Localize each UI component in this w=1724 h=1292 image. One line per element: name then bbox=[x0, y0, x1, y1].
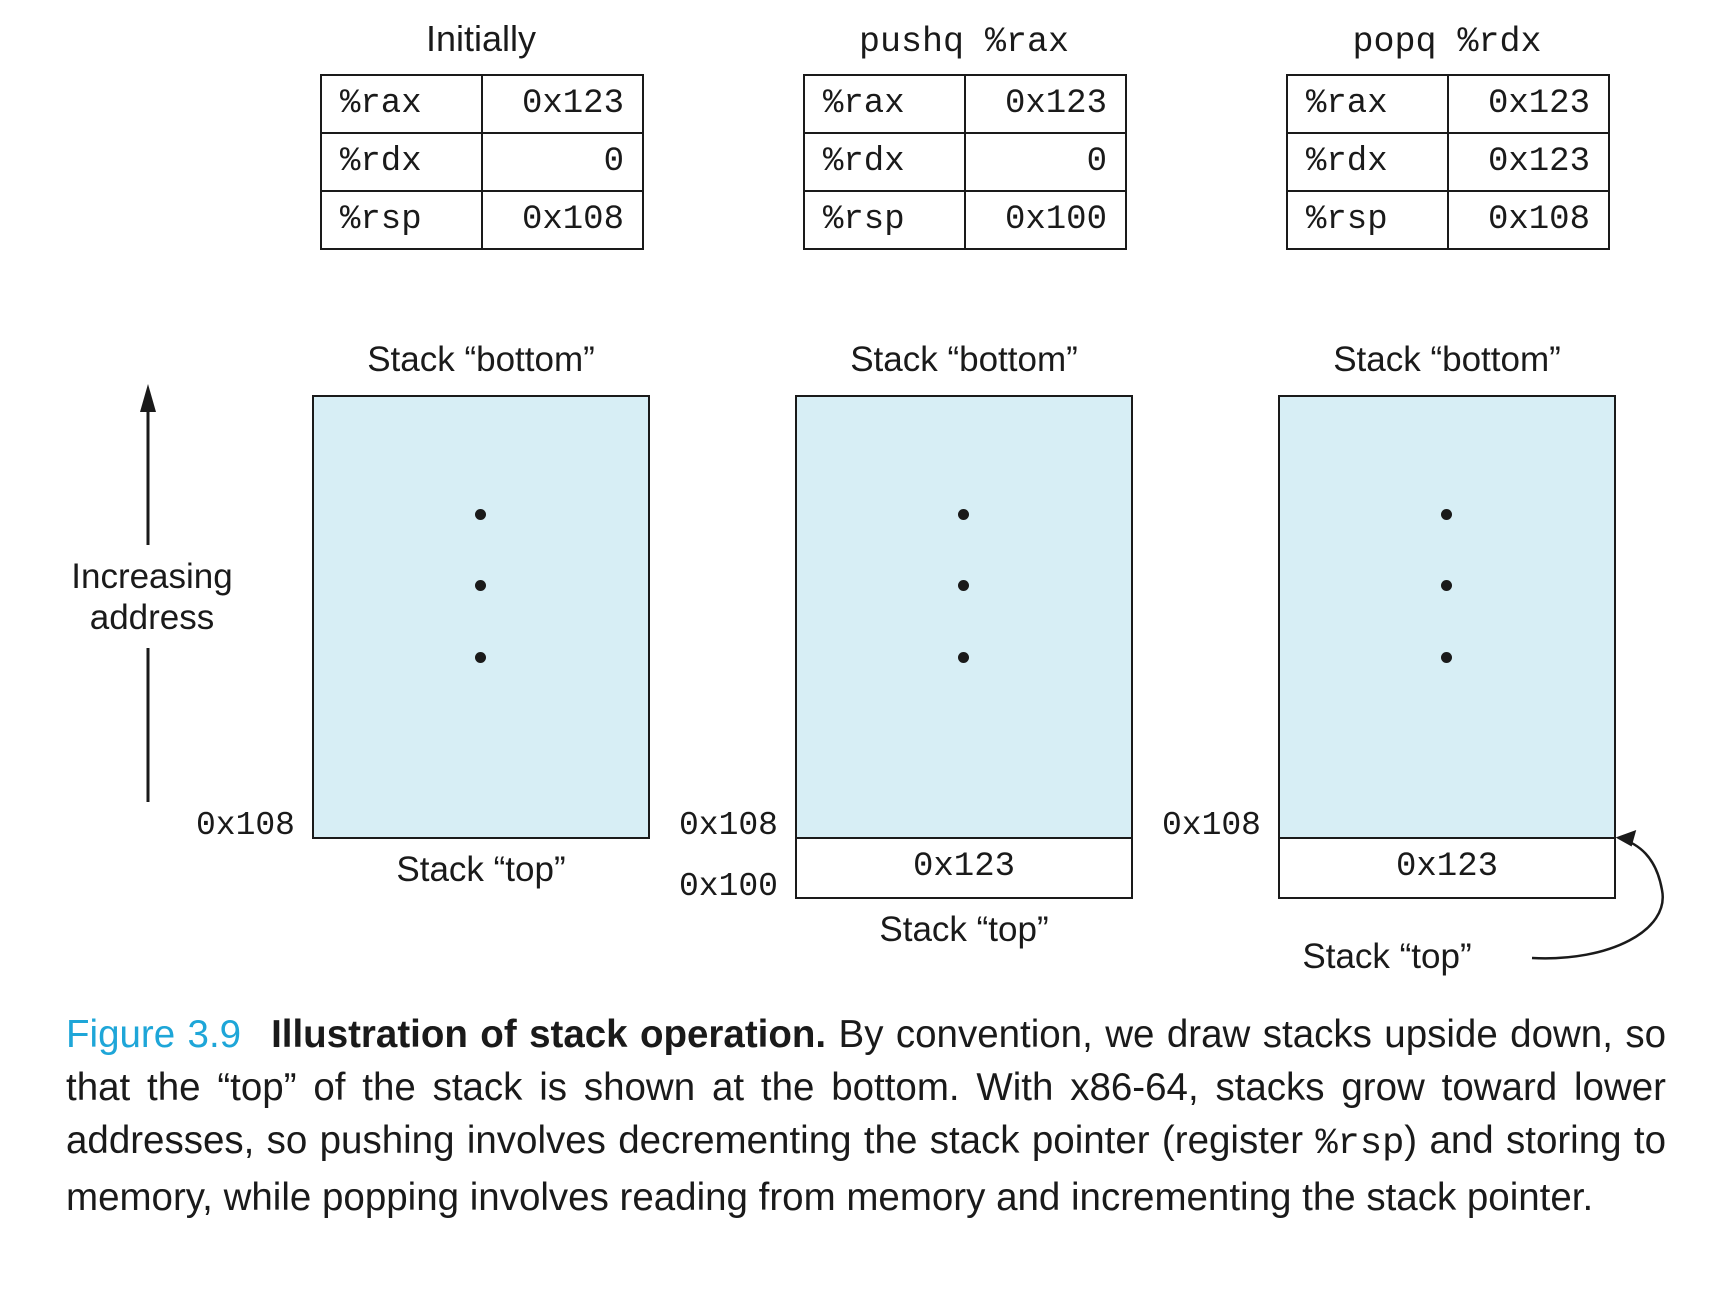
register-table: %rax 0x123 %rdx 0 %rsp 0x108 bbox=[320, 74, 644, 250]
ellipsis-dot bbox=[1441, 580, 1452, 591]
panel-title: Initially bbox=[425, 18, 537, 59]
register-table: %rax 0x123 %rdx 0 %rsp 0x100 bbox=[803, 74, 1127, 250]
register-value: 0x108 bbox=[481, 190, 644, 250]
register-name: %rsp bbox=[320, 190, 483, 250]
caption-text: By convention, we draw stacks upside dow… bbox=[66, 1013, 1666, 1162]
register-name: %rax bbox=[320, 74, 483, 134]
register-value: 0 bbox=[481, 132, 644, 192]
stack-top-pointer-arrow bbox=[1531, 829, 1664, 960]
ellipsis-dot bbox=[475, 580, 486, 591]
ellipsis-dot bbox=[1441, 509, 1452, 520]
ellipsis-dot bbox=[1441, 652, 1452, 663]
register-name: %rax bbox=[1286, 74, 1449, 134]
stack-bottom-label: Stack “bottom” bbox=[367, 340, 595, 379]
ellipsis-dot bbox=[958, 652, 969, 663]
stack-bottom-label: Stack “bottom” bbox=[1333, 340, 1561, 379]
address-label: 0x108 bbox=[195, 807, 295, 844]
figure-caption: Figure 3.9 Illustration of stack operatio… bbox=[66, 1008, 1666, 1224]
register-row: %rdx 0 bbox=[320, 132, 644, 192]
register-table: %rax 0x123 %rdx 0x123 %rsp 0x108 bbox=[1286, 74, 1610, 250]
stack-memory-region bbox=[1278, 395, 1616, 839]
address-label: 0x108 bbox=[678, 807, 778, 844]
register-row: %rdx 0 bbox=[803, 132, 1127, 192]
register-name: %rdx bbox=[1286, 132, 1449, 192]
register-value: 0x123 bbox=[481, 74, 644, 134]
ellipsis-dot bbox=[475, 509, 486, 520]
register-value: 0x100 bbox=[964, 190, 1127, 250]
stack-memory-region bbox=[795, 395, 1133, 839]
stack-slot: 0x123 bbox=[795, 837, 1133, 899]
axis-label: Increasing address bbox=[52, 556, 252, 638]
register-row: %rsp 0x108 bbox=[320, 190, 644, 250]
panel-title: pushq %rax bbox=[858, 22, 1070, 62]
caption-code: %rsp bbox=[1315, 1123, 1405, 1165]
panel-title: popq %rdx bbox=[1352, 22, 1542, 62]
register-name: %rax bbox=[803, 74, 966, 134]
register-row: %rsp 0x100 bbox=[803, 190, 1127, 250]
register-name: %rsp bbox=[803, 190, 966, 250]
stack-memory-region bbox=[312, 395, 650, 839]
register-row: %rax 0x123 bbox=[803, 74, 1127, 134]
register-name: %rdx bbox=[803, 132, 966, 192]
caption-lead: Illustration of stack operation. bbox=[271, 1013, 827, 1056]
register-value: 0x123 bbox=[1447, 132, 1610, 192]
axis-label-line1: Increasing bbox=[71, 557, 233, 596]
register-value: 0 bbox=[964, 132, 1127, 192]
register-row: %rdx 0x123 bbox=[1286, 132, 1610, 192]
register-name: %rdx bbox=[320, 132, 483, 192]
stack-bottom-label: Stack “bottom” bbox=[850, 340, 1078, 379]
register-row: %rax 0x123 bbox=[1286, 74, 1610, 134]
ellipsis-dot bbox=[958, 580, 969, 591]
stack-top-label: Stack “top” bbox=[396, 850, 566, 889]
stack-top-label: Stack “top” bbox=[879, 910, 1049, 949]
ellipsis-dot bbox=[958, 509, 969, 520]
address-label: 0x100 bbox=[678, 868, 778, 905]
register-row: %rsp 0x108 bbox=[1286, 190, 1610, 250]
register-value: 0x108 bbox=[1447, 190, 1610, 250]
figure-number: Figure 3.9 bbox=[66, 1013, 242, 1056]
register-value: 0x123 bbox=[1447, 74, 1610, 134]
caption-text: ) and storing to memory, while popping i… bbox=[66, 1119, 1666, 1219]
ellipsis-dot bbox=[475, 652, 486, 663]
register-value: 0x123 bbox=[964, 74, 1127, 134]
increasing-address-arrow bbox=[140, 384, 156, 802]
address-label: 0x108 bbox=[1161, 807, 1261, 844]
register-row: %rax 0x123 bbox=[320, 74, 644, 134]
stack-top-label: Stack “top” bbox=[1302, 937, 1472, 976]
axis-label-line2: address bbox=[89, 598, 215, 637]
stack-slot: 0x123 bbox=[1278, 837, 1616, 899]
register-name: %rsp bbox=[1286, 190, 1449, 250]
